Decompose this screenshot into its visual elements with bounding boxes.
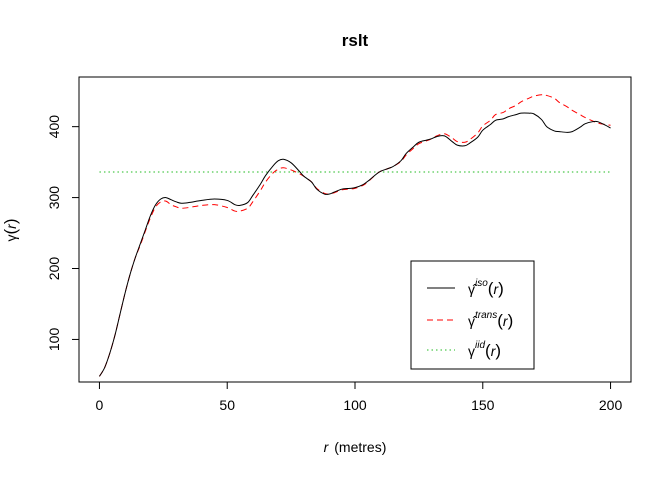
legend-label-trans: γ̂trans(r)	[468, 310, 513, 330]
legend-sup: iid	[475, 340, 485, 351]
y-tick-label: 200	[46, 257, 62, 281]
x-tick-label: 100	[343, 397, 367, 413]
series-line-iso	[99, 112, 611, 377]
y-tick-label: 300	[46, 186, 62, 210]
legend-paren-close: )	[498, 279, 504, 298]
x-tick-label: 150	[471, 397, 495, 413]
x-tick-label: 0	[96, 397, 104, 413]
x-axis: 0 50 100 150 200	[96, 381, 623, 413]
y-axis-label-var: r	[3, 223, 19, 229]
y-axis-label-paren-open: (	[1, 229, 20, 235]
y-axis-label-paren-close: )	[1, 218, 20, 224]
x-axis-label-unit: (metres)	[334, 439, 386, 455]
x-tick-label: 50	[219, 397, 235, 413]
x-tick-label: 200	[599, 397, 623, 413]
x-axis-label: r (metres)	[324, 439, 387, 455]
legend-paren-open: (	[485, 341, 491, 360]
legend-paren-open: (	[497, 311, 503, 330]
y-tick-label: 400	[46, 115, 62, 139]
y-tick-label: 100	[46, 328, 62, 352]
legend-paren-close: )	[495, 341, 501, 360]
y-axis-label-fn: γ	[3, 235, 19, 242]
legend: γ̂iso(r)γ̂trans(r)γiid(r)	[410, 260, 535, 370]
legend-var: r	[493, 281, 499, 297]
legend-paren-close: )	[508, 311, 514, 330]
chart-title: rslt	[342, 31, 369, 50]
legend-sup: iso	[475, 278, 488, 289]
legend-sup: trans	[475, 310, 497, 321]
series-group	[99, 94, 611, 377]
legend-fn: γ	[468, 343, 475, 359]
legend-fn: γ̂	[468, 313, 478, 329]
legend-var: r	[491, 343, 497, 359]
legend-paren-open: (	[488, 279, 494, 298]
y-axis: 100 200 300 400	[46, 115, 80, 352]
x-axis-label-var: r	[324, 439, 330, 455]
legend-box	[410, 260, 535, 370]
legend-label-iid: γiid(r)	[468, 340, 501, 360]
series-line-trans	[99, 94, 611, 377]
legend-label-iso: γ̂iso(r)	[468, 278, 504, 298]
y-axis-label: γ(r)	[1, 218, 20, 241]
legend-var: r	[503, 313, 509, 329]
legend-fn: γ̂	[468, 281, 478, 297]
plot-frame	[78, 76, 632, 383]
